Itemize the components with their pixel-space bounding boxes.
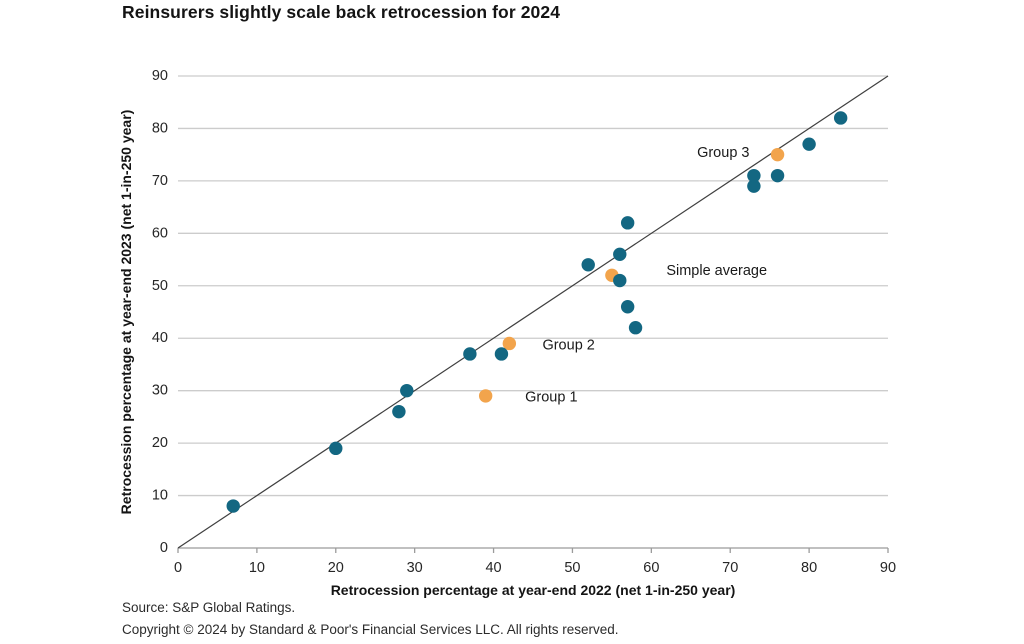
annotation-simple-average: Simple average bbox=[666, 263, 767, 279]
data-point-teal bbox=[620, 216, 635, 230]
x-tick-label: 20 bbox=[328, 560, 344, 576]
data-point-teal bbox=[628, 321, 643, 335]
x-tick-label: 90 bbox=[880, 560, 896, 576]
data-point-teal bbox=[613, 247, 627, 262]
data-point-teal bbox=[833, 111, 848, 125]
data-point-teal bbox=[802, 137, 816, 151]
parity-reference-line bbox=[177, 75, 889, 549]
data-point-teal bbox=[463, 347, 477, 361]
data-point-teal bbox=[747, 168, 761, 183]
copyright-note: Copyright © 2024 by Standard & Poor's Fi… bbox=[122, 622, 619, 637]
data-point-teal bbox=[581, 258, 595, 272]
x-axis-title: Retrocession percentage at year-end 2022… bbox=[331, 582, 736, 598]
data-point-orange bbox=[770, 147, 785, 162]
scatter-chart: 00 10 10 20 20 30 30 40 40 50 50 60 60 70 70 80 80 90 90 Gr… bbox=[118, 68, 896, 598]
data-point-orange bbox=[478, 389, 493, 403]
x-tick-label: 0 bbox=[174, 560, 182, 576]
data-point-orange bbox=[502, 336, 517, 351]
x-tick-label: 50 bbox=[564, 560, 580, 576]
y-tick-label: 90 bbox=[152, 68, 168, 84]
data-point-teal bbox=[770, 168, 785, 183]
x-tick-label: 10 bbox=[249, 560, 265, 576]
y-tick-label: 0 bbox=[160, 540, 168, 556]
source-note: Source: S&P Global Ratings. bbox=[122, 600, 296, 615]
annotation-group-2: Group 2 bbox=[542, 338, 594, 354]
annotation-group-1: Group 1 bbox=[525, 389, 577, 405]
x-tick-label: 60 bbox=[643, 560, 659, 576]
x-tick-label: 40 bbox=[485, 560, 501, 576]
y-tick-label: 20 bbox=[152, 435, 168, 451]
data-point-teal bbox=[613, 273, 627, 288]
chart-title: Reinsurers slightly scale back retrocess… bbox=[122, 2, 561, 22]
data-point-teal bbox=[747, 179, 761, 193]
annotation-group-3: Group 3 bbox=[697, 145, 749, 161]
y-tick-label: 60 bbox=[152, 225, 168, 241]
x-tick-label: 70 bbox=[722, 560, 738, 576]
y-tick-label: 70 bbox=[152, 173, 168, 189]
x-tick-label: 80 bbox=[801, 560, 817, 576]
data-point-teal bbox=[620, 300, 635, 314]
data-point-teal bbox=[329, 441, 343, 456]
y-axis-title: Retrocession percentage at year-end 2023… bbox=[118, 110, 134, 515]
data-point-teal bbox=[392, 404, 406, 419]
x-tick-label: 30 bbox=[407, 560, 423, 576]
y-tick-label: 50 bbox=[152, 278, 168, 294]
y-tick-label: 40 bbox=[152, 330, 168, 346]
y-tick-label: 10 bbox=[152, 488, 168, 504]
data-point-teal bbox=[226, 499, 240, 513]
y-tick-label: 80 bbox=[152, 120, 168, 136]
y-tick-label: 30 bbox=[152, 383, 168, 399]
data-point-teal bbox=[494, 347, 509, 361]
data-point-teal bbox=[400, 383, 414, 398]
